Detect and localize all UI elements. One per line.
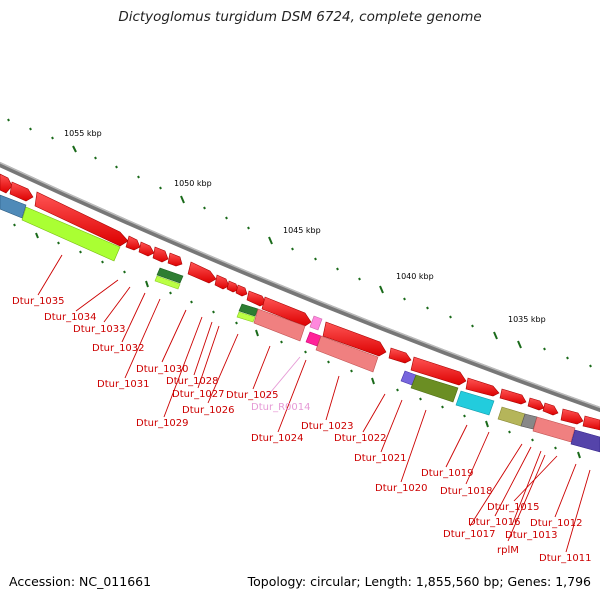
cds-feature[interactable] bbox=[542, 402, 559, 416]
scale-ticks bbox=[7, 118, 592, 368]
cds-feature[interactable] bbox=[322, 321, 387, 357]
gene-label[interactable]: Dtur_1029 bbox=[136, 418, 189, 429]
cds-feature[interactable] bbox=[253, 308, 306, 342]
cds-feature[interactable] bbox=[455, 390, 495, 416]
cds-feature[interactable] bbox=[582, 415, 600, 431]
cds-feature[interactable] bbox=[388, 347, 412, 364]
cds-feature[interactable] bbox=[570, 429, 600, 453]
tick-label-1040: 1040 kbp bbox=[396, 272, 434, 281]
gene-label[interactable]: Dtur_1035 bbox=[12, 296, 65, 307]
rna-gene-label[interactable]: Dtur_R0014 bbox=[251, 402, 310, 413]
gene-label[interactable]: Dtur_1031 bbox=[97, 379, 150, 390]
tick-label-1055: 1055 kbp bbox=[64, 129, 102, 138]
cds-feature[interactable] bbox=[0, 194, 27, 219]
cds-feature[interactable] bbox=[532, 416, 576, 443]
cds-feature[interactable] bbox=[261, 296, 312, 327]
gene-label[interactable]: Dtur_1030 bbox=[136, 364, 189, 375]
gene-label[interactable]: Dtur_1013 bbox=[505, 530, 558, 541]
tick-label-1045: 1045 kbp bbox=[283, 226, 321, 235]
cds-feature[interactable] bbox=[560, 408, 584, 425]
cds-feature[interactable] bbox=[497, 406, 526, 427]
gene-label[interactable]: Dtur_1023 bbox=[301, 421, 354, 432]
gc-ticks bbox=[13, 223, 581, 459]
gene-label[interactable]: Dtur_1018 bbox=[440, 486, 493, 497]
cds-feature[interactable] bbox=[226, 280, 239, 293]
cds-feature[interactable] bbox=[125, 235, 141, 251]
gene-label[interactable]: Dtur_1019 bbox=[421, 468, 474, 479]
gene-label[interactable]: Dtur_1021 bbox=[354, 453, 407, 464]
gene-label[interactable]: Dtur_1033 bbox=[73, 324, 126, 335]
accession-text: Accession: NC_011661 bbox=[9, 574, 152, 589]
gene-label[interactable]: Dtur_1015 bbox=[487, 502, 540, 513]
tick-label-1050: 1050 kbp bbox=[174, 179, 212, 188]
genome-backbone-highlight bbox=[0, 161, 600, 409]
gene-label[interactable]: Dtur_1020 bbox=[375, 483, 428, 494]
cds-feature[interactable] bbox=[520, 413, 538, 430]
cds-feature[interactable] bbox=[235, 284, 248, 297]
rna-feature[interactable] bbox=[309, 315, 323, 331]
cds-feature[interactable] bbox=[410, 374, 459, 403]
gene-label[interactable]: Dtur_1017 bbox=[443, 529, 496, 540]
map-title: Dictyoglomus turgidum DSM 6724, complete… bbox=[118, 9, 482, 25]
forward-cds-track bbox=[0, 173, 600, 431]
cds-feature[interactable] bbox=[138, 241, 155, 257]
gene-label[interactable]: Dtur_1028 bbox=[166, 376, 219, 387]
gene-label[interactable]: Dtur_1024 bbox=[251, 433, 304, 444]
cds-feature[interactable] bbox=[167, 252, 183, 267]
gene-label[interactable]: Dtur_1026 bbox=[182, 405, 235, 416]
cds-feature[interactable] bbox=[527, 397, 545, 411]
cds-feature[interactable] bbox=[9, 181, 34, 202]
cds-feature[interactable] bbox=[499, 388, 527, 405]
cds-feature[interactable] bbox=[214, 274, 230, 290]
genome-backbone bbox=[0, 161, 600, 413]
gene-label[interactable]: Dtur_1027 bbox=[172, 389, 225, 400]
cds-feature[interactable] bbox=[154, 275, 181, 290]
gene-label[interactable]: Dtur_1025 bbox=[226, 390, 279, 401]
cds-feature[interactable] bbox=[465, 377, 500, 397]
cds-feature[interactable] bbox=[187, 261, 217, 284]
cds-feature[interactable] bbox=[0, 173, 13, 194]
gene-label[interactable]: Dtur_1012 bbox=[530, 518, 583, 529]
cds-feature[interactable] bbox=[238, 303, 259, 317]
reverse-cds-track bbox=[0, 194, 600, 453]
cds-feature[interactable] bbox=[236, 311, 256, 323]
cds-feature[interactable] bbox=[410, 356, 467, 386]
cds-feature[interactable] bbox=[152, 246, 169, 263]
cds-feature[interactable] bbox=[34, 191, 129, 247]
cds-feature[interactable] bbox=[315, 335, 379, 373]
label-leaders bbox=[37, 254, 591, 553]
label-leader-rna bbox=[264, 356, 301, 400]
cds-feature[interactable] bbox=[156, 267, 184, 284]
gene-label[interactable]: Dtur_1032 bbox=[92, 343, 145, 354]
cds-feature[interactable] bbox=[21, 206, 121, 262]
tick-label-1035: 1035 kbp bbox=[508, 315, 546, 324]
gene-label[interactable]: rplM bbox=[497, 545, 519, 556]
topology-text: Topology: circular; Length: 1,855,560 bp… bbox=[247, 574, 591, 589]
gene-label[interactable]: Dtur_1034 bbox=[44, 312, 97, 323]
gene-label[interactable]: Dtur_1022 bbox=[334, 433, 387, 444]
cds-feature[interactable] bbox=[305, 331, 322, 347]
gene-label[interactable]: Dtur_1011 bbox=[539, 553, 592, 564]
gene-label[interactable]: Dtur_1016 bbox=[468, 517, 521, 528]
